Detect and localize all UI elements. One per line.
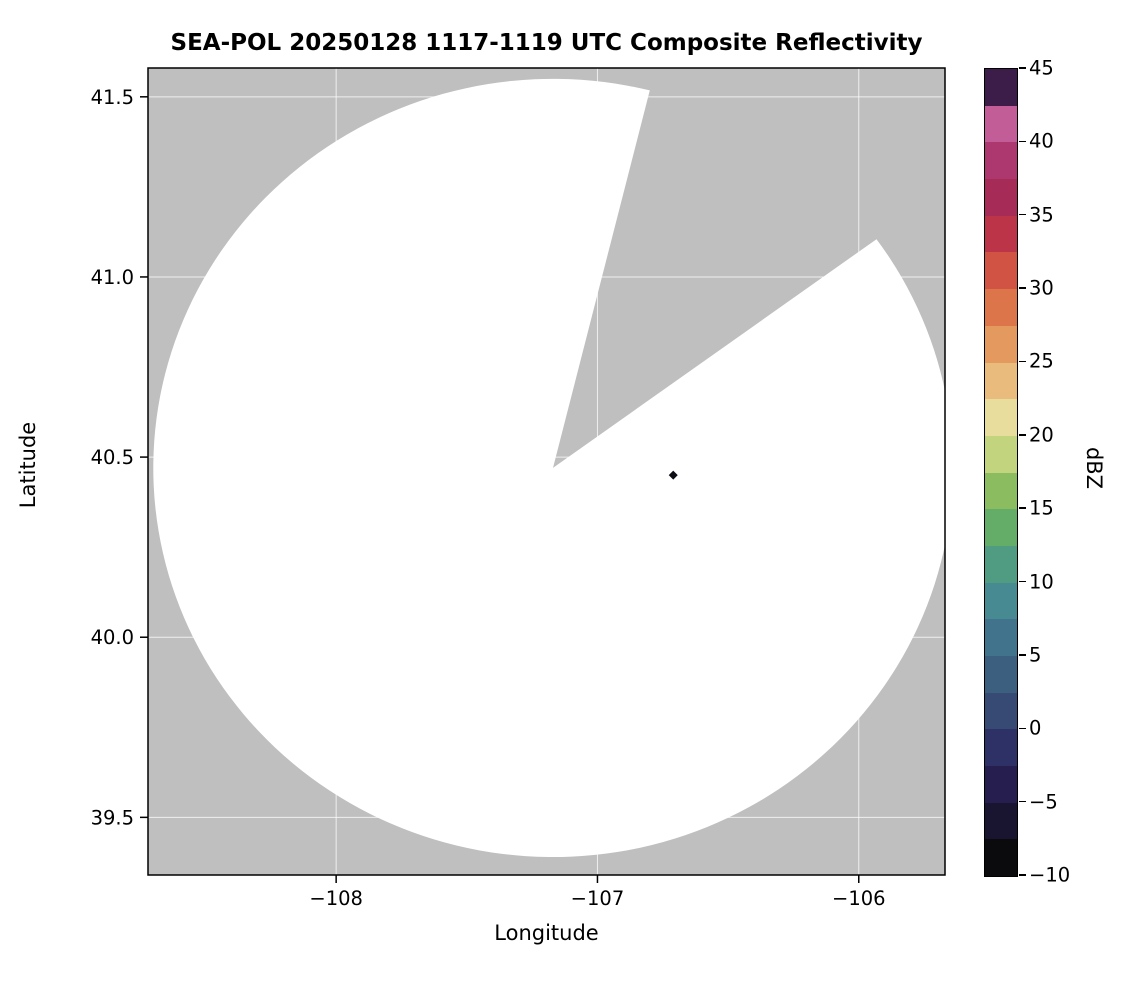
colorbar-segment	[985, 252, 1017, 290]
colorbar-tick-mark	[1018, 213, 1026, 216]
x-tick-label: −107	[571, 887, 625, 910]
colorbar-tick-label: 5	[1029, 643, 1042, 667]
colorbar-segment	[985, 215, 1017, 253]
colorbar-tick-label: 45	[1029, 56, 1054, 80]
colorbar	[984, 68, 1018, 877]
colorbar-segment	[985, 545, 1017, 583]
colorbar-tick-label: 15	[1029, 496, 1054, 520]
colorbar-tick-mark	[1018, 800, 1026, 803]
colorbar-tick-label: 10	[1029, 570, 1054, 594]
colorbar-label: dBZ	[1082, 446, 1106, 490]
colorbar-tick-mark	[1018, 360, 1026, 363]
chart-title: SEA-POL 20250128 1117-1119 UTC Composite…	[170, 30, 923, 56]
colorbar-tick-label: 25	[1029, 349, 1054, 373]
y-tick-label: 41.0	[91, 266, 134, 289]
colorbar-segment	[985, 729, 1017, 767]
y-tick-label: 40.5	[91, 446, 134, 469]
colorbar-segment	[985, 582, 1017, 620]
x-axis-label: Longitude	[494, 921, 599, 945]
colorbar-tick-mark	[1018, 654, 1026, 656]
colorbar-segment	[985, 802, 1017, 840]
plot-border	[147, 67, 946, 876]
y-tick-label: 40.0	[91, 626, 134, 649]
colorbar-segment	[985, 509, 1017, 546]
colorbar-segment	[985, 142, 1017, 180]
colorbar-tick-label: −10	[1029, 863, 1071, 887]
colorbar-tick-mark	[1018, 67, 1026, 69]
y-tick-label: 39.5	[91, 806, 134, 829]
radar-coverage-area	[153, 78, 945, 858]
colorbar-segment	[985, 839, 1017, 877]
y-axis-label: Latitude	[16, 421, 40, 509]
colorbar-tick-mark	[1018, 580, 1026, 583]
colorbar-tick-mark	[1018, 874, 1026, 876]
colorbar-segment	[985, 766, 1017, 803]
colorbar-tick-label: 35	[1029, 203, 1054, 227]
x-tick-label: −106	[832, 887, 886, 910]
colorbar-segment	[985, 69, 1017, 106]
colorbar-tick-label: 0	[1029, 716, 1042, 740]
colorbar-segment	[985, 399, 1017, 436]
y-tick-label: 41.5	[91, 86, 134, 109]
colorbar-segment	[985, 619, 1017, 656]
colorbar-segment	[985, 692, 1017, 730]
colorbar-segment	[985, 325, 1017, 363]
colorbar-segment	[985, 105, 1017, 143]
x-tick-label: −108	[309, 887, 363, 910]
colorbar-segment	[985, 656, 1017, 693]
colorbar-tick-mark	[1018, 727, 1026, 730]
colorbar-tick-mark	[1018, 434, 1026, 436]
colorbar-segment	[985, 435, 1017, 473]
colorbar-tick-mark	[1018, 140, 1026, 143]
colorbar-segment	[985, 289, 1017, 326]
colorbar-tick-label: 20	[1029, 423, 1054, 447]
colorbar-tick-label: 40	[1029, 129, 1054, 153]
colorbar-segment	[985, 362, 1017, 400]
colorbar-tick-label: −5	[1029, 790, 1058, 814]
colorbar-tick-label: 30	[1029, 276, 1054, 300]
reflectivity-echo	[668, 470, 678, 480]
colorbar-segment	[985, 179, 1017, 216]
colorbar-tick-mark	[1018, 507, 1026, 509]
colorbar-segment	[985, 472, 1017, 510]
colorbar-tick-mark	[1018, 287, 1026, 289]
